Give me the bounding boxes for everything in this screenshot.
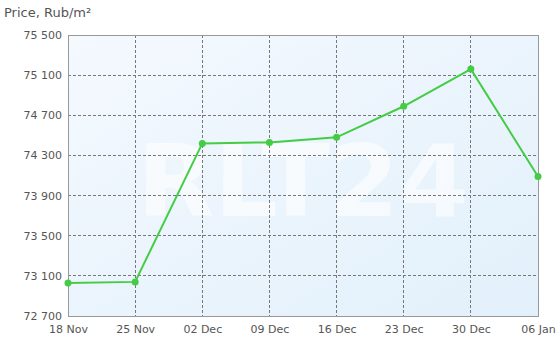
grid-line bbox=[336, 35, 337, 316]
tick-label: 73 100 bbox=[24, 270, 63, 283]
x-axis: 18 Nov 25 Nov 02 Dec 09 Dec 16 Dec 23 Dec 30 D… bbox=[49, 316, 556, 336]
point bbox=[467, 66, 474, 73]
point bbox=[266, 139, 273, 146]
tick-label: 75 100 bbox=[24, 69, 63, 82]
grid-line bbox=[135, 35, 136, 316]
tick: 73 500 bbox=[24, 230, 69, 243]
tick-label: 75 500 bbox=[24, 29, 63, 42]
tick-label: 73 500 bbox=[24, 230, 63, 243]
tick-label: 23 Dec bbox=[385, 323, 424, 336]
point bbox=[333, 134, 340, 141]
tick-label: 73 900 bbox=[24, 190, 63, 203]
point bbox=[132, 278, 139, 285]
axis-line bbox=[69, 316, 539, 317]
grid-line bbox=[68, 115, 538, 116]
tick: 72 700 bbox=[24, 310, 69, 323]
tick-label: 09 Dec bbox=[251, 323, 290, 336]
chart: RLT2472 70073 10073 50073 90074 30074 70… bbox=[0, 0, 560, 346]
tick: 06 Jan bbox=[521, 316, 555, 336]
tick: 75 500 bbox=[24, 29, 69, 42]
tick: 09 Dec bbox=[251, 316, 290, 336]
tick-label: 16 Dec bbox=[318, 323, 357, 336]
point bbox=[400, 103, 407, 110]
grid-line bbox=[470, 35, 471, 316]
point bbox=[535, 173, 542, 180]
grid-line bbox=[68, 235, 538, 236]
tick-label: 74 300 bbox=[24, 149, 63, 162]
tick-label: 72 700 bbox=[24, 310, 63, 323]
tick-label: 06 Jan bbox=[521, 323, 555, 336]
grid-line bbox=[68, 75, 538, 76]
grid-line bbox=[68, 155, 538, 156]
tick: 73 100 bbox=[24, 270, 69, 283]
plot-background bbox=[68, 35, 538, 316]
tick: 23 Dec bbox=[385, 316, 424, 336]
plot: RLT2472 70073 10073 50073 90074 30074 70… bbox=[24, 29, 556, 336]
tick: 75 100 bbox=[24, 69, 69, 82]
axis-line bbox=[68, 36, 69, 317]
tick: 16 Dec bbox=[318, 316, 357, 336]
tick: 30 Dec bbox=[452, 316, 491, 336]
tick: 02 Dec bbox=[183, 316, 222, 336]
tick-label: 30 Dec bbox=[452, 323, 491, 336]
tick-label: 02 Dec bbox=[183, 323, 222, 336]
point bbox=[199, 140, 206, 147]
tick: 25 Nov bbox=[116, 316, 155, 336]
grid bbox=[68, 35, 538, 316]
tick: 18 Nov bbox=[49, 316, 88, 336]
grid-line bbox=[403, 35, 404, 316]
tick: 74 300 bbox=[24, 149, 69, 162]
tick: 74 700 bbox=[24, 109, 69, 122]
tick-label: 18 Nov bbox=[49, 323, 88, 336]
point bbox=[65, 279, 72, 286]
y-axis-title: Price, Rub/m² bbox=[4, 5, 91, 20]
tick-label: 74 700 bbox=[24, 109, 63, 122]
tick: 73 900 bbox=[24, 190, 69, 203]
y-axis: 72 700 73 100 73 500 73 900 74 300 74 700 75 1… bbox=[24, 29, 69, 323]
line bbox=[68, 69, 538, 283]
grid-line bbox=[68, 195, 538, 196]
grid-line bbox=[269, 35, 270, 316]
plot-frame bbox=[68, 35, 538, 316]
grid-line bbox=[202, 35, 203, 316]
series bbox=[65, 66, 542, 287]
tick-label: 25 Nov bbox=[116, 323, 155, 336]
